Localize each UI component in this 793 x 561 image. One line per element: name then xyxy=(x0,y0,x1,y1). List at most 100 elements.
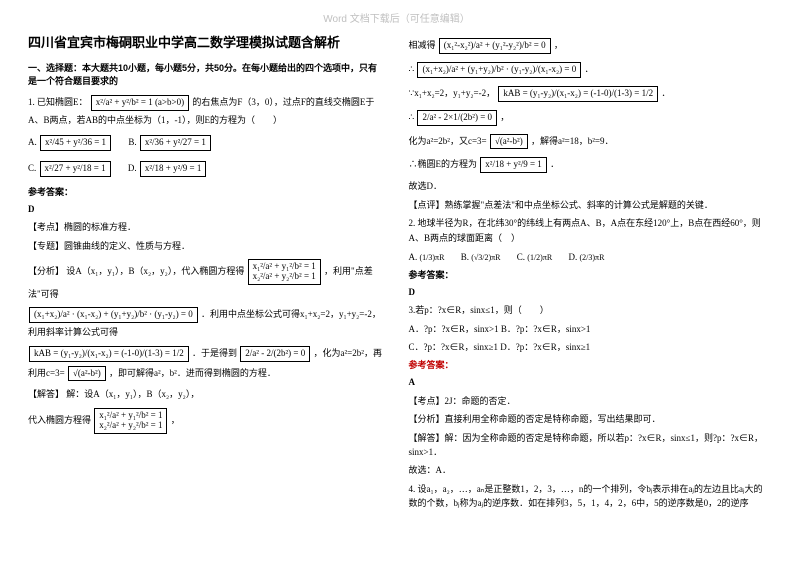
fenxi-text-a: 设A（x₁，y₁），B（x₂，y₂），代入椭圆方程得 xyxy=(66,266,244,276)
q2-stem: 2. 地球半径为R，在北纬30°的纬线上有两点A、B，A点在东经120°上，B点… xyxy=(409,216,766,245)
q3-end: 故选：A． xyxy=(409,463,766,477)
q1-eq-ellipse: x²/a² + y²/b² = 1 (a>b>0) xyxy=(91,95,189,111)
c2-eq-sub: (x₁²-x₂²)/a² + (y₁²-y₂²)/b² = 0 xyxy=(439,38,551,54)
jieda-tag: 【解答】 xyxy=(28,389,64,399)
q2A-f: (1/3)πR xyxy=(420,254,445,262)
q2-options: A. (1/3)πR B. (√3/2)πR C. (1/2)πR D. (2/… xyxy=(409,251,766,262)
kaodian-tag: 【考点】 xyxy=(28,222,64,232)
c2-t4: ∴ xyxy=(409,112,415,122)
c2-l6: ∴椭圆E的方程为 x²/18 + y²/9 = 1 ． xyxy=(409,155,766,175)
q1-options-row2: C. x²/27 + y²/18 = 1 D. x²/18 + y²/9 = 1 xyxy=(28,159,385,179)
zhuanti-text: 圆锥曲线的定义、性质与方程． xyxy=(64,241,190,251)
q3-fx-text: 直接利用全称命题的否定是特称命题，写出结果即可． xyxy=(445,414,661,424)
optD-formula: x²/18 + y²/9 = 1 xyxy=(140,161,207,177)
q2B-l: B. xyxy=(461,252,469,262)
section-1-head: 一、选择题：本大题共10小题，每小题5分，共50分。在每小题给出的四个选项中，只… xyxy=(28,61,385,87)
c2-k-eq: kAB = (y₁-y₂)/(x₁-x₂) = (-1-0)/(1-3) = 1… xyxy=(498,86,658,102)
q1-jieda: 【解答】 解：设A（x₁，y₁），B（x₂，y₂）， xyxy=(28,387,385,401)
c2-t5b: ，解得a²=18，b²=9． xyxy=(531,136,614,146)
c2-final-eq: x²/18 + y²/9 = 1 xyxy=(480,157,547,173)
q1-diff-line: (x₁+x₂)/a² · (x₁-x₂) + (y₁+y₂)/b² · (y₁-… xyxy=(28,305,385,339)
c2-eq-factor: (x₁+x₂)/a² + (y₁+y₂)/b² · (y₁-y₂)/(x₁-x₂… xyxy=(417,62,581,78)
q3-jd-tag: 【解答】 xyxy=(409,433,445,443)
q3-kd-text: 2J：命题的否定． xyxy=(445,396,516,406)
watermark-text: Word 文档下载后（可任意编辑） xyxy=(0,10,793,25)
q3-kd-tag: 【考点】 xyxy=(409,396,445,406)
c2-l1: 相减得 (x₁²-x₂²)/a² + (y₁²-y₂²)/b² = 0 ， xyxy=(409,36,766,56)
q3-fx-tag: 【分析】 xyxy=(409,414,445,424)
optD-label: D. xyxy=(128,163,137,173)
jieda-text-b: 代入椭圆方程得 xyxy=(28,415,91,425)
jieda-comma: ， xyxy=(171,415,180,425)
q2-optC: C. (1/2)πR xyxy=(517,252,552,262)
q2A-l: A. xyxy=(409,252,418,262)
optB-label: B. xyxy=(128,137,136,147)
q3-kaodian: 【考点】2J：命题的否定． xyxy=(409,394,766,408)
optC-formula: x²/27 + y²/18 = 1 xyxy=(40,161,111,177)
q1-options-row1: A. x²/45 + y²/36 = 1 B. x²/36 + y²/27 = … xyxy=(28,133,385,153)
c2-sqrt: √(a²-b²) xyxy=(490,134,528,150)
q3-opts-row1: A．?p：?x∈R，sinx>1 B．?p：?x∈R，sinx>1 xyxy=(409,322,766,336)
doc-title: 四川省宜宾市梅硐职业中学高二数学理模拟试题含解析 xyxy=(28,32,385,51)
c2-dianping: 【点评】熟练掌握"点差法"和中点坐标公式、斜率的计算公式是解题的关键． xyxy=(409,198,766,212)
jieda-eq1: x₁²/a² + y₁²/b² = 1 x₂²/a² + y₂²/b² = 1 xyxy=(94,408,167,434)
q2-answer: D xyxy=(409,285,766,299)
q1-optA: A. x²/45 + y²/36 = 1 xyxy=(28,133,112,153)
q2C-f: (1/2)πR xyxy=(527,254,552,262)
optA-formula: x²/45 + y²/36 = 1 xyxy=(40,135,111,151)
q2B-f: (√3/2)πR xyxy=(471,254,500,262)
q2-optB: B. (√3/2)πR xyxy=(461,252,501,262)
q3-fenxi: 【分析】直接利用全称命题的否定是特称命题，写出结果即可． xyxy=(409,412,766,426)
c2-t6: ∴椭圆E的方程为 xyxy=(409,159,478,169)
q2C-l: C. xyxy=(517,252,525,262)
fenxi-text-d: ．于是得到 xyxy=(192,348,237,358)
eq-bot: x₂²/a² + y₂²/b² = 1 xyxy=(253,272,316,282)
sqrt-eq: √(a²-b²) xyxy=(68,366,106,382)
k-eq: kAB = (y₁-y₂)/(x₁-x₂) = (-1-0)/(1-3) = 1… xyxy=(29,346,189,362)
q1-jieda-b: 代入椭圆方程得 x₁²/a² + y₁²/b² = 1 x₂²/a² + y₂²… xyxy=(28,406,385,436)
q3-optD: D．?p：?x∈R，sinx≥1 xyxy=(500,342,590,352)
q1-stem: 1. 已知椭圆E： x²/a² + y²/b² = 1 (a>b>0) 的右焦点… xyxy=(28,93,385,127)
q3-optB: B．?p：?x∈R，sinx>1 xyxy=(501,324,591,334)
q1-optB: B. x²/36 + y²/27 = 1 xyxy=(128,133,212,153)
page-container: 四川省宜宾市梅硐职业中学高二数学理模拟试题含解析 一、选择题：本大题共10小题，… xyxy=(0,0,793,525)
q1-zhuanti: 【专题】圆锥曲线的定义、性质与方程． xyxy=(28,239,385,253)
q2-answer-label: 参考答案： xyxy=(409,268,766,281)
q1-optD: D. x²/18 + y²/9 = 1 xyxy=(128,159,208,179)
left-column: 四川省宜宾市梅硐职业中学高二数学理模拟试题含解析 一、选择题：本大题共10小题，… xyxy=(28,32,385,515)
q3-answer: A xyxy=(409,375,766,389)
q2-optD: D. (2/3)πR xyxy=(568,252,604,262)
c2-period: ． xyxy=(585,64,594,74)
c2-l5: 化为a²=2b²，又c=3= √(a²-b²) ，解得a²=18，b²=9． xyxy=(409,132,766,152)
q1-fenxi-a: 【分析】 设A（x₁，y₁），B（x₂，y₂），代入椭圆方程得 x₁²/a² +… xyxy=(28,257,385,301)
q1-answer: D xyxy=(28,202,385,216)
c2-period2: ． xyxy=(661,88,670,98)
q3-answer-label: 参考答案： xyxy=(409,358,766,371)
q2-optA: A. (1/3)πR xyxy=(409,252,445,262)
c2-l4: ∴ 2/a² - 2×1/(2b²) = 0 ， xyxy=(409,108,766,128)
zhuanti-tag: 【专题】 xyxy=(28,241,64,251)
q1-optC: C. x²/27 + y²/18 = 1 xyxy=(28,159,112,179)
c2-t5: 化为a²=2b²，又c=3= xyxy=(409,136,487,146)
c2-t1: 相减得 xyxy=(409,40,436,50)
fenxi-eq1: x₁²/a² + y₁²/b² = 1 x₂²/a² + y₂²/b² = 1 xyxy=(248,259,321,285)
optB-formula: x²/36 + y²/27 = 1 xyxy=(140,135,211,151)
c2-comma: ， xyxy=(554,40,563,50)
diff-eq: (x₁+x₂)/a² · (x₁-x₂) + (y₁+y₂)/b² · (y₁-… xyxy=(29,307,198,323)
q2D-f: (2/3)πR xyxy=(579,254,604,262)
q1-stem-pre: 1. 已知椭圆E： xyxy=(28,97,88,107)
fenxi-tag: 【分析】 xyxy=(28,266,64,276)
q3-optC: C．?p：?x∈R，sinx≥1 xyxy=(409,342,498,352)
c2-l7: 故选D． xyxy=(409,179,766,193)
dianping-tag: 【点评】 xyxy=(409,200,445,210)
q2D-l: D. xyxy=(568,252,577,262)
c2-eq-reduce: 2/a² - 2×1/(2b²) = 0 xyxy=(417,110,497,126)
q3-opts-row2: C．?p：?x∈R，sinx≥1 D．?p：?x∈R，sinx≥1 xyxy=(409,340,766,354)
q3-optA: A．?p：?x∈R，sinx>1 xyxy=(409,324,499,334)
c2-comma2: ， xyxy=(500,112,509,122)
q1-k-line: kAB = (y₁-y₂)/(x₁-x₂) = (-1-0)/(1-3) = 1… xyxy=(28,344,385,384)
fenxi-text-f: ，即可解得a²，b²．进而得到椭圆的方程． xyxy=(109,368,276,378)
reduce-eq: 2/a² - 2/(2b²) = 0 xyxy=(240,346,310,362)
q1-answer-label: 参考答案： xyxy=(28,185,385,198)
q3-jieda: 【解答】解：因为全称命题的否定是特称命题，所以若p：?x∈R，sinx≤1，则?… xyxy=(409,431,766,460)
